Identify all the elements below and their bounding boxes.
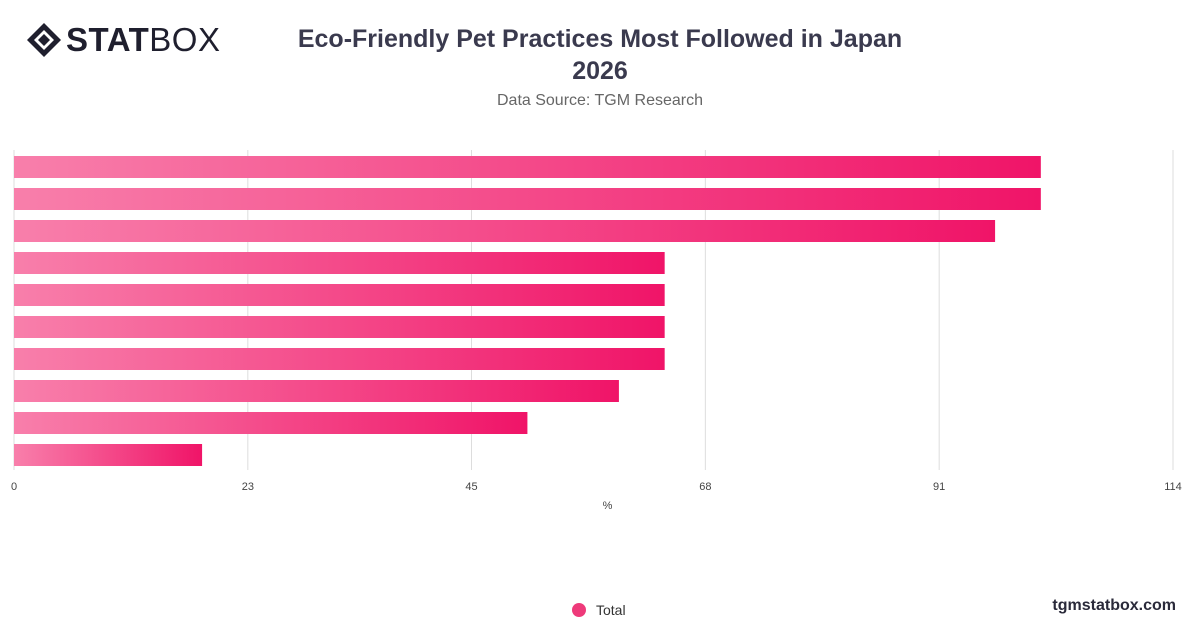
bar [14,412,528,434]
bar [14,316,665,338]
diamond-logo-icon [27,23,61,57]
legend-label-total: Total [596,602,626,618]
x-tick-label: 23 [242,481,254,493]
bar [14,348,665,370]
chart-title-line1: Eco-Friendly Pet Practices Most Followed… [297,25,903,53]
x-tick-label: 68 [699,481,711,493]
chart-title-line2: 2026 [572,57,628,85]
legend-swatch [572,603,586,617]
logo-text-light: BOX [149,21,221,58]
bar [14,188,1041,210]
bar [14,380,619,402]
bar [14,156,1041,178]
x-tick-label: 91 [933,481,945,493]
bar [14,444,203,466]
bar [14,284,665,306]
legend[interactable]: Total [572,602,626,618]
bar [14,252,665,274]
statbox-logo: STATBOX [26,22,220,58]
site-url: tgmstatbox.com [1052,597,1176,614]
chart-title: Eco-Friendly Pet Practices Most Followed… [250,24,950,86]
x-tick-label: 114 [1164,481,1182,493]
bar [14,220,996,242]
logo-wordmark: STATBOX [66,22,220,58]
x-tick-label: 45 [465,481,477,493]
logo-text-bold: STAT [66,21,150,58]
x-axis-label: % [603,500,613,512]
chart-subtitle: Data Source: TGM Research [496,92,703,109]
x-tick-label: 0 [11,481,17,493]
bar-chart: 0 23 45 68 91 114% [11,150,1182,512]
